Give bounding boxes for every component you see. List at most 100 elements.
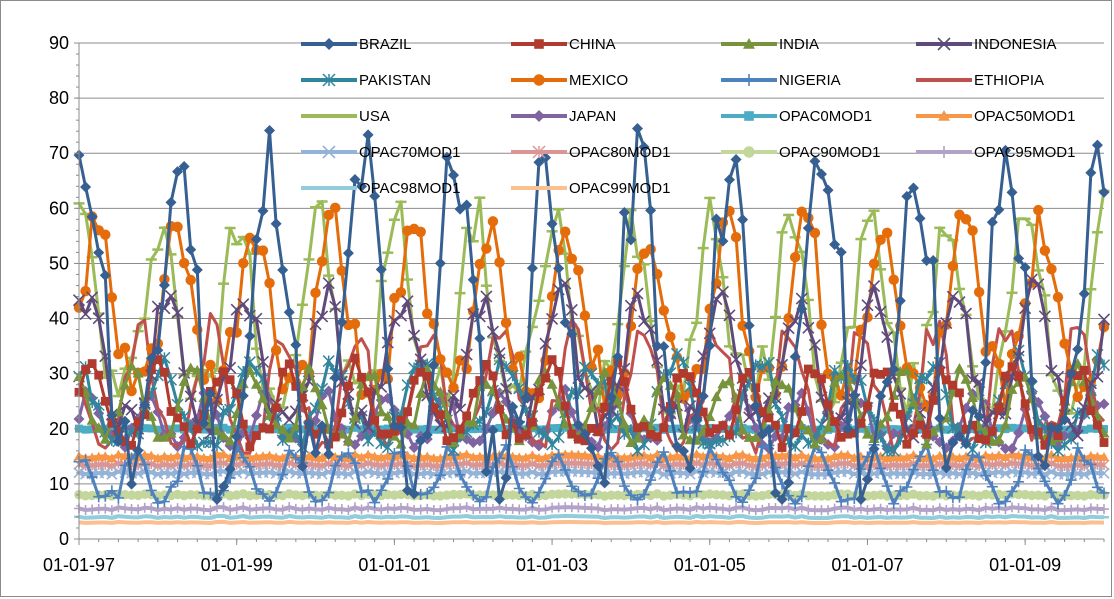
data-point [955, 388, 964, 398]
data-point [737, 449, 748, 459]
data-point [659, 423, 669, 433]
data-point [612, 395, 624, 406]
data-point [1065, 474, 1077, 486]
data-point [165, 196, 177, 208]
data-point [147, 424, 156, 433]
data-point [500, 472, 512, 484]
data-point [692, 388, 702, 398]
data-point [310, 287, 321, 299]
data-point [658, 340, 670, 352]
y-tick-label: 30 [49, 364, 69, 384]
data-point [916, 425, 925, 434]
data-point [349, 318, 361, 330]
data-point [467, 274, 479, 286]
data-point [356, 452, 367, 462]
data-point [684, 462, 696, 474]
data-point [573, 265, 584, 276]
data-point [284, 359, 294, 369]
data-point [908, 368, 919, 379]
data-point [961, 451, 972, 461]
legend-label: OPAC70MOD1 [359, 144, 460, 161]
data-point [330, 432, 340, 442]
data-point [119, 342, 131, 354]
data-point [1039, 459, 1051, 471]
data-point [408, 419, 420, 430]
data-point [815, 446, 827, 458]
data-point [500, 317, 512, 329]
data-point [658, 305, 670, 316]
data-point [554, 423, 563, 432]
data-point [1013, 252, 1025, 264]
data-point [909, 428, 918, 438]
data-point [508, 419, 518, 428]
data-point [429, 403, 439, 413]
data-point [743, 484, 755, 496]
data-point [953, 430, 965, 442]
data-point [1079, 505, 1090, 516]
data-point [540, 504, 551, 515]
data-point [225, 504, 236, 515]
data-point [638, 414, 650, 425]
data-point [139, 458, 151, 470]
data-point [625, 234, 637, 246]
data-point [520, 491, 532, 503]
data-point [152, 497, 164, 509]
data-point [737, 465, 749, 478]
data-point [283, 306, 295, 318]
data-point [171, 306, 184, 319]
data-point [376, 429, 386, 439]
data-point [855, 463, 867, 475]
data-point [199, 425, 208, 434]
data-point [1020, 399, 1030, 409]
legend-label: OPAC0MOD1 [779, 108, 872, 125]
data-point [875, 462, 887, 474]
data-point [493, 347, 506, 360]
data-point [100, 503, 111, 514]
data-point [1012, 350, 1025, 363]
data-point [272, 425, 281, 434]
legend-item: JAPAN [511, 108, 616, 125]
data-point [816, 319, 827, 330]
data-point [436, 425, 445, 434]
data-point [593, 427, 603, 437]
data-point [993, 450, 1004, 460]
data-point [672, 424, 681, 433]
data-point [1038, 310, 1051, 323]
data-point [566, 328, 578, 340]
data-point [362, 434, 375, 447]
data-point [1086, 406, 1096, 415]
data-point [980, 356, 992, 368]
data-point [1039, 475, 1051, 487]
data-point [776, 410, 789, 423]
data-point [815, 168, 827, 180]
data-point [495, 404, 504, 414]
data-point [849, 504, 860, 515]
data-point [651, 385, 663, 396]
data-point [369, 451, 380, 461]
data-point [868, 443, 880, 455]
data-point [309, 318, 322, 331]
data-point [691, 449, 702, 459]
data-point [403, 407, 412, 417]
data-point [823, 400, 833, 410]
data-point [895, 409, 905, 419]
data-point [311, 425, 320, 434]
data-point [165, 481, 177, 493]
data-point [467, 417, 479, 427]
data-point [166, 407, 176, 416]
data-point [580, 436, 590, 446]
data-point [802, 424, 814, 435]
data-point [710, 454, 722, 466]
data-point [474, 258, 486, 270]
data-point [802, 222, 814, 234]
data-point [646, 430, 656, 439]
data-point [158, 431, 170, 442]
series-opac50mod1 [74, 449, 1109, 463]
data-point [764, 413, 774, 423]
data-point [710, 391, 722, 402]
y-tick-label: 80 [49, 88, 69, 108]
data-point [231, 431, 243, 443]
data-point [421, 429, 433, 441]
data-point [474, 496, 486, 508]
data-point [762, 356, 775, 369]
